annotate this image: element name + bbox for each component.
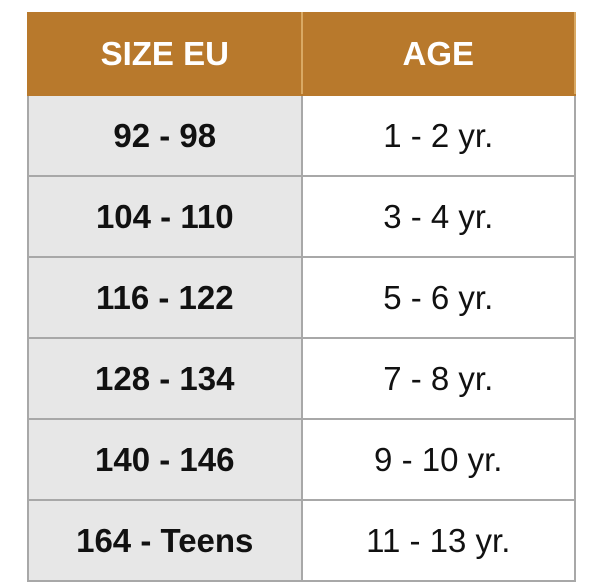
size-table: SIZE EU AGE 92 - 98 1 - 2 yr. 104 - 110 3 - … [27,12,576,582]
header-row: SIZE EU AGE [27,12,576,96]
header-cell: SIZE EU [27,12,303,96]
table-row: 116 - 122 5 - 6 yr. [27,256,576,339]
size-cell: 128 - 134 [27,337,303,420]
age-cell: 5 - 6 yr. [300,256,576,339]
size-cell: 92 - 98 [27,94,303,177]
table-head: SIZE EU AGE [27,12,576,96]
age-cell: 9 - 10 yr. [300,418,576,501]
size-cell: 104 - 110 [27,175,303,258]
header-cell: AGE [300,12,576,96]
table-body: 92 - 98 1 - 2 yr. 104 - 110 3 - 4 yr. 116 - … [27,94,576,582]
size-cell: 116 - 122 [27,256,303,339]
size-cell: 164 - Teens [27,499,303,582]
table-row: 92 - 98 1 - 2 yr. [27,94,576,177]
age-cell: 11 - 13 yr. [300,499,576,582]
size-cell: 140 - 146 [27,418,303,501]
age-cell: 3 - 4 yr. [300,175,576,258]
age-cell: 7 - 8 yr. [300,337,576,420]
table-row: 164 - Teens 11 - 13 yr. [27,499,576,582]
table-row: 128 - 134 7 - 8 yr. [27,337,576,420]
table-row: 140 - 146 9 - 10 yr. [27,418,576,501]
age-cell: 1 - 2 yr. [300,94,576,177]
table-row: 104 - 110 3 - 4 yr. [27,175,576,258]
